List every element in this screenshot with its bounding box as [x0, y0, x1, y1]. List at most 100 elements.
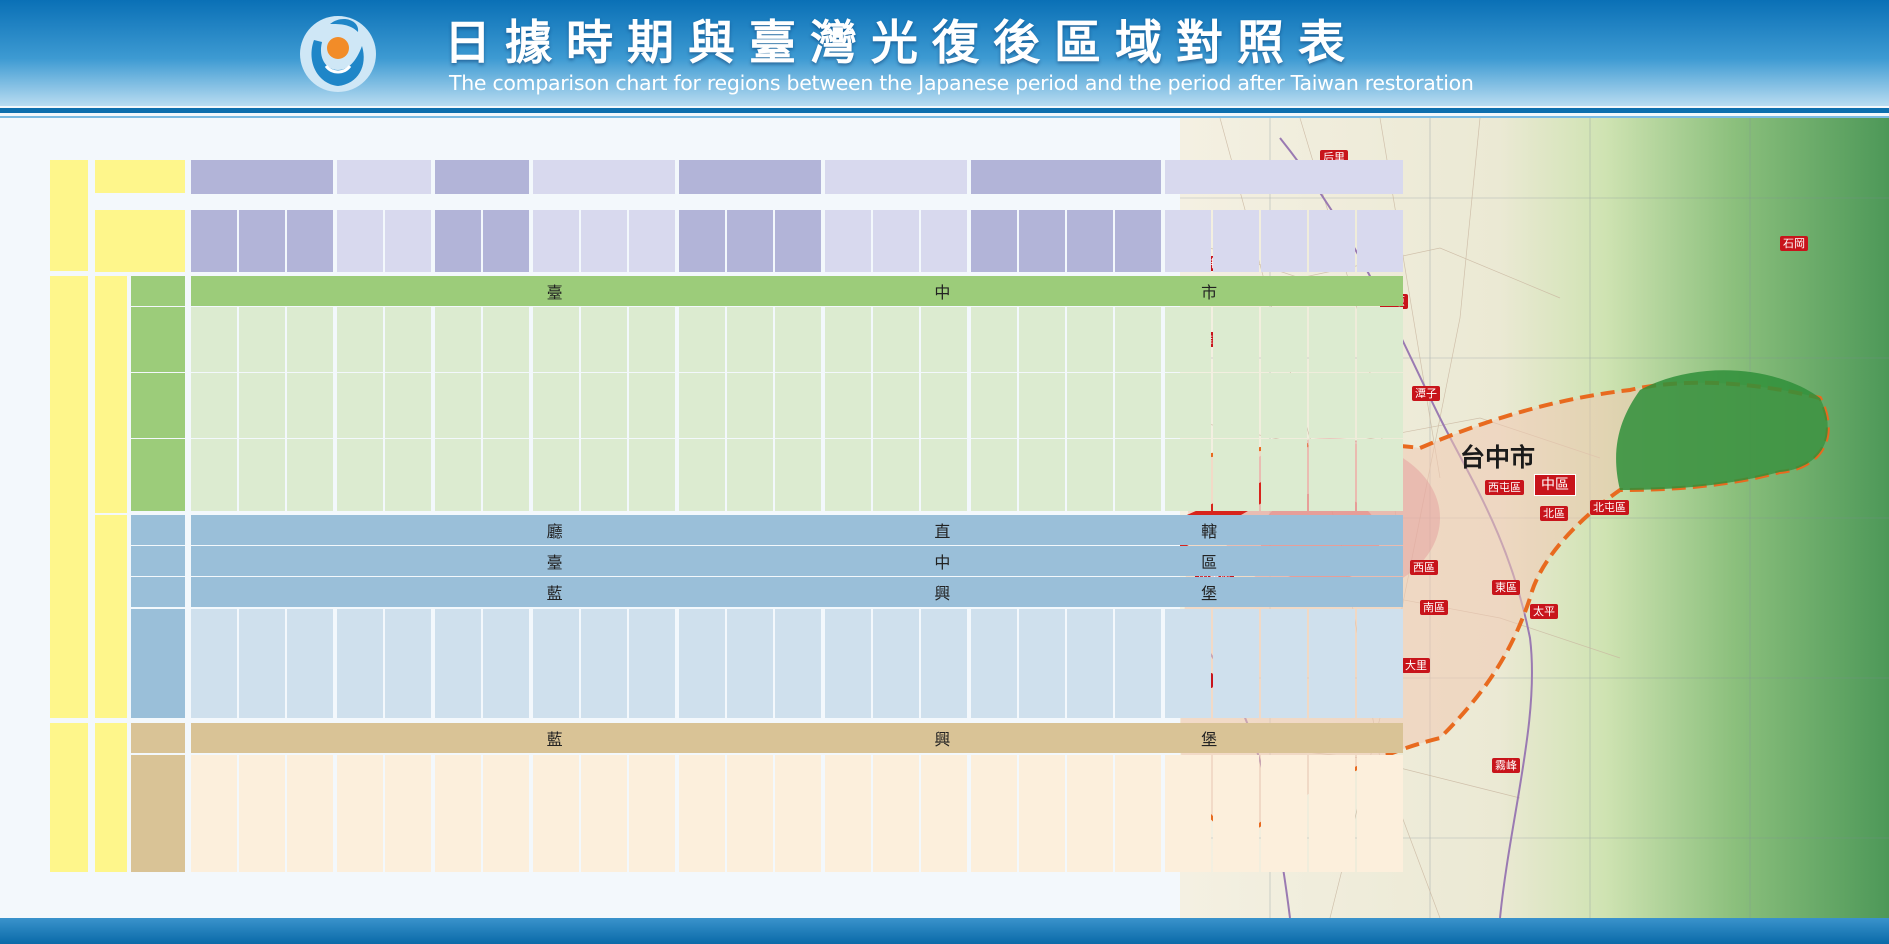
street-cell: [239, 609, 285, 718]
koaza-cell: [385, 439, 431, 511]
pre-li-cell: [337, 210, 383, 272]
town-cell: [1309, 307, 1355, 372]
street-cell: [191, 609, 237, 718]
koaza-cell: [1067, 439, 1113, 511]
town-cell: [239, 307, 285, 372]
town-cell: [775, 307, 821, 372]
qing-street-cell: [971, 755, 1017, 872]
pre-li-cell: [191, 210, 237, 272]
koaza-cell: [971, 439, 1017, 511]
qing-street-cell: [727, 755, 773, 872]
band-city-char: 臺: [546, 283, 563, 302]
koaza-cell: [1019, 439, 1065, 511]
qing-street-cell: [435, 755, 481, 872]
band-district-char: 區: [1201, 553, 1218, 572]
town-cell: [1067, 307, 1113, 372]
qing-street-cell: [873, 755, 919, 872]
band-city-char: 中: [934, 283, 951, 302]
label-district: [131, 546, 185, 576]
qing-street-cell: [921, 755, 967, 872]
pre-li-cell: [483, 210, 529, 272]
band-city: 臺中市: [191, 276, 1403, 306]
pre-li-cell: [287, 210, 333, 272]
label-street: [131, 609, 185, 718]
band-qing-fort-char: 興: [934, 730, 951, 749]
qing-street-cell: [775, 755, 821, 872]
town-cell: [727, 307, 773, 372]
aza-cell: [1213, 373, 1259, 438]
aza-cell: [825, 373, 871, 438]
street-cell: [873, 609, 919, 718]
map-place-label: 西屯區: [1485, 480, 1524, 495]
current-li-1: [337, 160, 431, 194]
koaza-cell: [483, 439, 529, 511]
era-label-japanese: [50, 276, 88, 718]
qing-street-cell: [1067, 755, 1113, 872]
aza-cell: [775, 373, 821, 438]
town-cell: [533, 307, 579, 372]
koaza-cell: [1357, 439, 1403, 511]
aza-cell: [1261, 373, 1307, 438]
aza-cell: [287, 373, 333, 438]
pre-li-cell: [679, 210, 725, 272]
pre-li-cell: [825, 210, 871, 272]
band-fort: 藍興堡: [191, 577, 1403, 607]
town-cell: [1165, 307, 1211, 372]
map-place-label: 石岡: [1780, 236, 1808, 251]
current-li-2: [435, 160, 529, 194]
pre-li-cell: [873, 210, 919, 272]
aza-cell: [1357, 373, 1403, 438]
map-place-label: 西區: [1410, 560, 1438, 575]
town-cell: [1019, 307, 1065, 372]
town-cell: [1261, 307, 1307, 372]
band-fort-char: 堡: [1201, 584, 1218, 603]
town-cell: [581, 307, 627, 372]
pre-li-cell: [1019, 210, 1065, 272]
town-cell: [971, 307, 1017, 372]
qing-street-cell: [1261, 755, 1307, 872]
street-cell: [385, 609, 431, 718]
pre-li-cell: [629, 210, 675, 272]
street-cell: [825, 609, 871, 718]
label-koaza: [131, 439, 185, 511]
aza-cell: [727, 373, 773, 438]
town-cell: [921, 307, 967, 372]
town-cell: [1115, 307, 1161, 372]
qing-street-cell: [533, 755, 579, 872]
era-label-restoration: [50, 160, 88, 271]
town-cell: [435, 307, 481, 372]
qing-street-cell: [1213, 755, 1259, 872]
street-cell: [1213, 609, 1259, 718]
koaza-cell: [533, 439, 579, 511]
aza-cell: [385, 373, 431, 438]
qing-street-cell: [1357, 755, 1403, 872]
qing-street-cell: [483, 755, 529, 872]
label-county: [95, 723, 127, 872]
qing-street-cell: [1115, 755, 1161, 872]
street-cell: [337, 609, 383, 718]
street-cell: [921, 609, 967, 718]
pre-li-cell: [581, 210, 627, 272]
street-cell: [533, 609, 579, 718]
street-cell: [1115, 609, 1161, 718]
aza-cell: [533, 373, 579, 438]
qing-street-cell: [337, 755, 383, 872]
label-cho: [95, 515, 127, 718]
pre-li-cell: [1261, 210, 1307, 272]
qing-street-cell: [1309, 755, 1355, 872]
town-cell: [483, 307, 529, 372]
town-cell: [337, 307, 383, 372]
map-place-label: 潭子: [1412, 386, 1440, 401]
pre-li-cell: [1115, 210, 1161, 272]
qing-street-cell: [385, 755, 431, 872]
koaza-cell: [191, 439, 237, 511]
aza-cell: [483, 373, 529, 438]
koaza-cell: [581, 439, 627, 511]
pre-li-cell: [385, 210, 431, 272]
pre-li-cell: [239, 210, 285, 272]
koaza-cell: [1213, 439, 1259, 511]
pre-li-cell: [1213, 210, 1259, 272]
koaza-cell: [1165, 439, 1211, 511]
band-district-char: 中: [934, 553, 951, 572]
